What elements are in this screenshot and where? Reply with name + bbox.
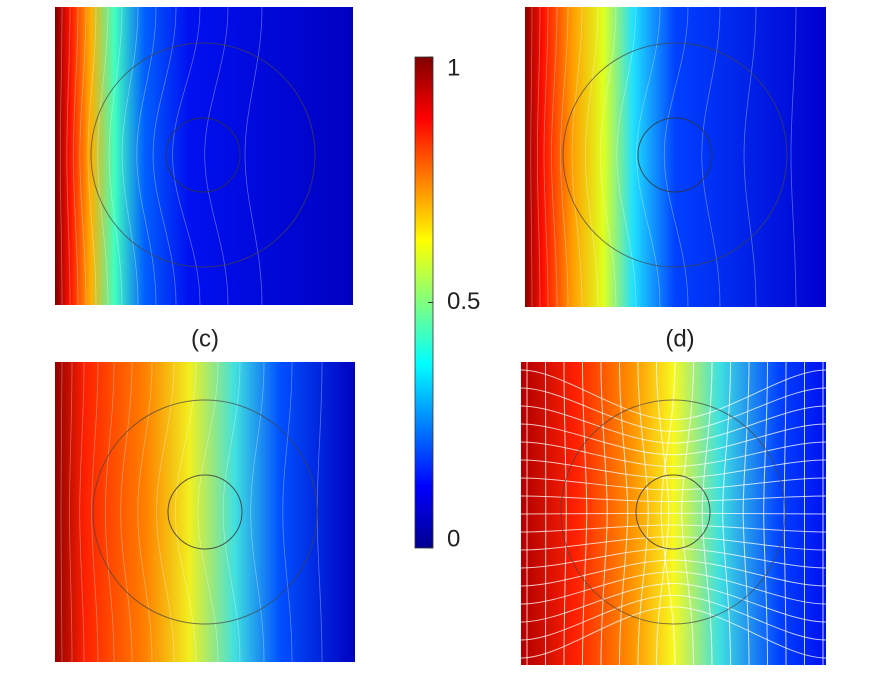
grid-line [520, 387, 827, 432]
outer-circle [90, 42, 316, 268]
field-panel [525, 7, 826, 307]
contour-line [79, 6, 87, 306]
contour-line [560, 6, 569, 308]
grid-line [520, 582, 827, 623]
contour-line [551, 6, 558, 308]
grid-line [660, 361, 676, 666]
field-panel [55, 362, 355, 662]
grid-line [783, 361, 787, 666]
contour-line [156, 361, 175, 663]
contour-line [599, 6, 617, 308]
overlay [59, 6, 827, 666]
contour-line [743, 6, 757, 308]
grid-line [520, 405, 827, 444]
grid-line [619, 361, 629, 666]
contour-line [66, 6, 71, 306]
contour-line [108, 6, 123, 306]
grid-line [600, 361, 608, 666]
grid-line [582, 361, 588, 666]
inner-circle [637, 117, 713, 193]
contour-line [543, 6, 549, 308]
panel-label: (c) [191, 325, 219, 352]
contour-line [222, 361, 241, 663]
grid-line [520, 606, 827, 659]
outer-circle [92, 399, 318, 625]
contour-line [250, 361, 265, 663]
grid-line [763, 361, 768, 666]
grid-line [520, 495, 827, 503]
contour-line [616, 6, 637, 308]
contour-line [571, 6, 583, 308]
grid-line [637, 361, 649, 666]
contour-line [663, 6, 689, 308]
inner-circle [167, 474, 243, 550]
grid-line [520, 524, 827, 533]
contour-line [584, 6, 599, 308]
inner-circle [165, 117, 241, 193]
grid-line [520, 477, 827, 491]
grid-line [520, 547, 827, 569]
contour-line [152, 6, 177, 306]
contour-line [174, 361, 197, 663]
field-panel [55, 7, 353, 305]
contour-line [536, 6, 541, 308]
contour-line [59, 6, 63, 306]
contour-line [120, 361, 133, 663]
grid-line [681, 361, 694, 666]
panel-label: (d) [665, 325, 694, 352]
colorbar-tick-label: 0.5 [447, 288, 480, 315]
grid-line [656, 361, 670, 666]
grid-line [742, 361, 750, 666]
contour-line [60, 361, 63, 663]
contour-line [636, 6, 661, 308]
contour-line [282, 361, 293, 663]
contour-line [530, 6, 533, 308]
inner-circle [635, 474, 711, 550]
contour-line [97, 6, 109, 306]
contour-line [701, 6, 721, 308]
contour-line [204, 6, 229, 306]
grid-line [520, 559, 827, 587]
contour-line [79, 361, 85, 663]
contour-line [104, 361, 115, 663]
contour-line [244, 6, 263, 306]
contour-line [197, 361, 219, 663]
contour-line [172, 6, 201, 306]
outer-circle [560, 399, 786, 625]
contour-line [91, 361, 99, 663]
colorbar-tick-label: 1 [447, 54, 460, 81]
contour-line [137, 361, 153, 663]
grid-line [520, 536, 827, 551]
contour-line [69, 361, 73, 663]
colorbar-tick-label: 0 [447, 525, 460, 552]
grid-line [520, 441, 827, 468]
grid-line [520, 571, 827, 605]
contour-line [72, 6, 79, 306]
grid-line [520, 423, 827, 456]
grid-line [520, 369, 827, 421]
grid-line [520, 594, 827, 641]
grid-line [520, 512, 827, 515]
grid-line [701, 361, 713, 666]
contour-line [790, 6, 797, 308]
contour-line [87, 6, 97, 306]
contour-line [121, 6, 139, 306]
outer-circle [562, 42, 788, 268]
grid-line [520, 459, 827, 479]
